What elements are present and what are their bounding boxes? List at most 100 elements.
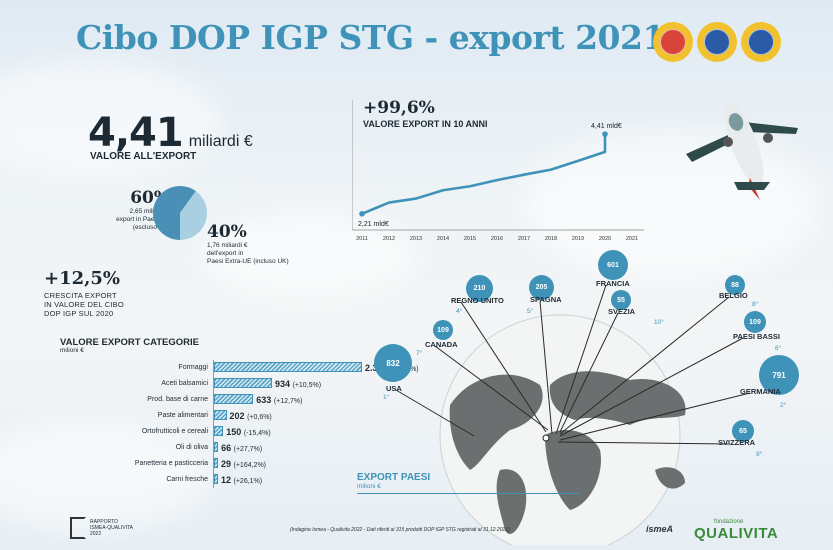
country-connector xyxy=(460,301,547,433)
x-tick-label: 2014 xyxy=(437,236,449,242)
category-value: 633 (+12,7%) xyxy=(256,395,303,405)
country-connector xyxy=(559,392,751,441)
dop-seal-icon xyxy=(653,22,693,62)
source-note: (Indagine Ismea - Qualivita 2022 - Dati … xyxy=(290,527,510,533)
country-value-bubble: 210 xyxy=(466,275,493,302)
country-name: GERMANIA xyxy=(740,387,781,396)
quality-seals xyxy=(653,22,781,62)
categories-unit: milioni € xyxy=(60,347,84,354)
category-value: 150 (-15,4%) xyxy=(226,427,271,437)
cloud xyxy=(0,60,220,180)
rapporto-logo-text: RAPPORTO ISMEA-QUALIVITA 2022 xyxy=(90,519,133,537)
country-value-bubble: 791 xyxy=(759,355,799,395)
country-rank: 9° xyxy=(756,451,763,458)
country-rank: 10° xyxy=(654,319,664,326)
x-tick-label: 2016 xyxy=(491,236,503,242)
x-tick-label: 2021 xyxy=(626,236,638,242)
map-legend: EXPORT PAESI milioni € xyxy=(357,472,430,490)
country-name: SVEZIA xyxy=(608,307,636,316)
page-title: Cibo DOP IGP STG - export 2021 xyxy=(76,18,665,57)
italy-origin-marker xyxy=(542,434,550,442)
category-value: 202 (+0,6%) xyxy=(229,411,272,421)
country-name: SVIZZERA xyxy=(718,438,756,447)
category-row: Panetteria e pasticceria 29 (+164,2%) xyxy=(60,456,390,472)
country-rank: 8° xyxy=(752,301,759,308)
category-row: Paste alimentari 202 (+0,6%) xyxy=(60,408,390,424)
growth-line: IN VALORE DEL CIBO xyxy=(44,300,124,309)
category-label: Paste alimentari xyxy=(157,412,208,419)
qualivita-logo-name: QUALIVITA xyxy=(694,525,779,542)
category-change: (+164,2%) xyxy=(233,462,267,469)
category-label: Carni fresche xyxy=(166,476,208,483)
category-change: (+10,5%) xyxy=(292,382,322,389)
pie-slice xyxy=(180,191,207,240)
world-map xyxy=(439,314,686,545)
trend-subtitle: VALORE EXPORT IN 10 ANNI xyxy=(363,119,488,129)
category-label: Formaggi xyxy=(178,364,208,371)
categories-axis xyxy=(213,360,214,488)
trend-percent: +99,6% xyxy=(363,98,435,118)
trend-point xyxy=(359,210,365,217)
country-connector xyxy=(559,296,730,435)
category-row: Aceti balsamici 934 (+10,5%) xyxy=(60,376,390,392)
category-bar xyxy=(214,474,218,484)
category-bar xyxy=(214,410,227,420)
country-name: PAESI BASSI xyxy=(733,332,780,341)
country-rank: 6° xyxy=(775,345,782,352)
category-value: 934 (+10,5%) xyxy=(274,379,322,389)
trend-header: +99,6% VALORE EXPORT IN 10 ANNI xyxy=(363,98,488,129)
total-value-label: VALORE ALL'EXPORT xyxy=(90,151,197,162)
export-split-pie xyxy=(153,186,207,240)
category-bar xyxy=(214,426,224,436)
stg-seal-icon-center xyxy=(748,29,774,55)
country-value-bubble: 205 xyxy=(529,275,554,300)
extra-ue-percent: 40% xyxy=(207,222,247,242)
category-value: 66 (+27,7%) xyxy=(221,443,263,453)
category-row: Oli di oliva 66 (+27,7%) xyxy=(60,440,390,456)
extra-ue-share: 40% 1,76 miliardi € dell'export in Paesi… xyxy=(207,222,289,266)
ismea-logo: ismeA xyxy=(646,524,674,534)
category-label: Prod. base di carne xyxy=(147,396,208,403)
growth-percent: +12,5% xyxy=(44,268,121,289)
growth-block: +12,5% CRESCITA EXPORT IN VALORE DEL CIB… xyxy=(44,268,124,318)
rapporto-line: RAPPORTO xyxy=(90,519,118,525)
x-tick-label: 2018 xyxy=(545,236,557,242)
growth-line: CRESCITA EXPORT xyxy=(44,291,117,300)
rapporto-line: 2022 xyxy=(90,531,102,537)
map-title: EXPORT PAESI xyxy=(357,472,431,483)
country-name: FRANCIA xyxy=(596,279,630,288)
cloud xyxy=(520,130,820,280)
category-bar xyxy=(214,394,254,404)
x-tick-label: 2020 xyxy=(599,236,611,242)
x-tick-label: 2019 xyxy=(572,236,584,242)
total-export-value: 4,41 miliardi € xyxy=(88,110,253,156)
pie-slice xyxy=(153,186,196,240)
growth-line: DOP IGP SUL 2020 xyxy=(44,309,114,318)
airplane-icon xyxy=(686,102,798,200)
cloud xyxy=(0,420,210,530)
rapporto-logo-mark xyxy=(70,517,86,539)
rapporto-line: ISMEA-QUALIVITA xyxy=(90,525,133,531)
country-connector xyxy=(539,300,553,435)
country-value-bubble: 65 xyxy=(732,420,754,442)
country-connector xyxy=(434,345,549,431)
category-row: Prod. base di carne 633 (+12,7%) xyxy=(60,392,390,408)
country-connector xyxy=(559,312,619,433)
category-change: (+27,7%) xyxy=(233,446,263,453)
country-value-bubble: 109 xyxy=(433,320,453,340)
country-connector xyxy=(395,389,475,437)
country-rank: 4° xyxy=(456,308,463,315)
x-tick-label: 2015 xyxy=(464,236,476,242)
category-label: Oli di oliva xyxy=(175,444,208,451)
stg-seal-icon xyxy=(741,22,781,62)
growth-text: CRESCITA EXPORT IN VALORE DEL CIBO DOP I… xyxy=(44,291,124,318)
qualivita-logo: fondazione QUALIVITA xyxy=(694,519,778,542)
categories-title: VALORE EXPORT CATEGORIE xyxy=(60,337,199,348)
category-change: (+0,6%) xyxy=(247,414,272,421)
trend-end-label: 4,41 mld€ xyxy=(591,123,622,130)
category-label: Ortofrutticoli e cereali xyxy=(141,428,208,435)
qualivita-logo-top: fondazione xyxy=(714,519,744,525)
country-name: SPAGNA xyxy=(530,295,562,304)
country-rank: 5° xyxy=(527,308,534,315)
